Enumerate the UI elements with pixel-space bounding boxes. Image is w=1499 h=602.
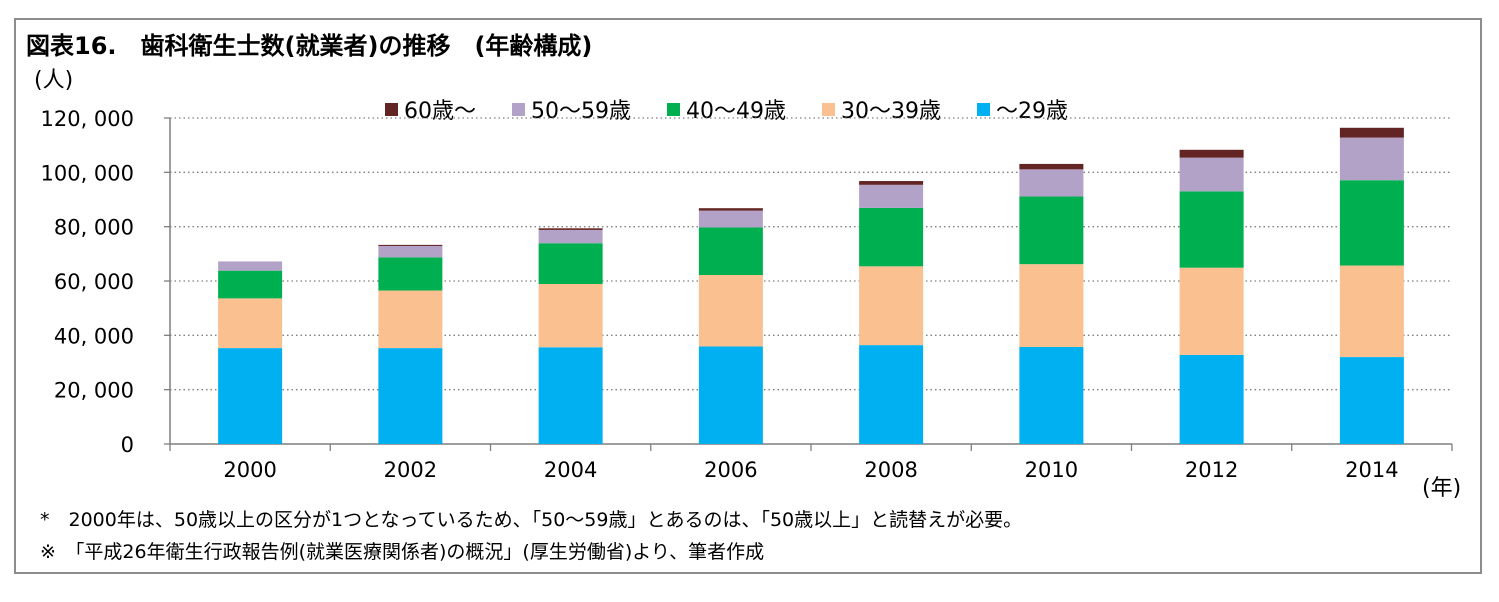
bar-segment <box>218 261 283 271</box>
bar-segment <box>859 207 924 267</box>
bar-segment <box>1019 347 1084 444</box>
bar-segment <box>378 290 443 349</box>
bar-segment <box>1179 354 1244 444</box>
legend-label: 40～49歳 <box>686 99 786 124</box>
footnote-asterisk: * 2000年は、50歳以上の区分が1つとなっているため、「50～59歳」とある… <box>40 509 1023 531</box>
legend-swatch <box>667 102 680 116</box>
bar-segment <box>859 181 924 185</box>
legend-swatch <box>385 102 398 116</box>
bar-segment <box>1019 264 1084 348</box>
y-tick-label: 80, 000 <box>54 216 134 240</box>
x-tick-label: 2000 <box>223 458 276 482</box>
y-tick-label: 100, 000 <box>40 161 134 185</box>
legend-label: ～29歳 <box>996 99 1068 124</box>
legend-label: 60歳～ <box>404 99 476 124</box>
bar-segment <box>1339 357 1404 444</box>
bar-segment <box>378 257 443 291</box>
x-tick-label: 2010 <box>1025 458 1078 482</box>
legend-item: 30～39歳 <box>822 93 941 125</box>
x-tick-label: 2002 <box>384 458 437 482</box>
bar-segment <box>1179 267 1244 355</box>
bar-segment <box>1179 157 1244 192</box>
bar-segment <box>538 229 603 244</box>
footnote-source: ※ 「平成26年衛生行政報告例(就業医療関係者)の概況」(厚生労働省)より、筆者… <box>40 541 765 563</box>
bar-segment <box>378 244 443 246</box>
y-tick-label: 0 <box>121 433 134 457</box>
legend-item: 50～59歳 <box>512 93 631 125</box>
bar-segment <box>1019 169 1084 197</box>
legend-swatch <box>822 102 835 116</box>
x-tick-label: 2008 <box>864 458 917 482</box>
bar-segment <box>698 227 763 276</box>
bar-segment <box>698 208 763 211</box>
y-tick-label: 60, 000 <box>54 270 134 294</box>
bar-segment <box>698 210 763 228</box>
bar-segment <box>859 345 924 444</box>
bar-segment <box>538 283 603 348</box>
bar-segment <box>1339 127 1404 138</box>
bar-segment <box>538 243 603 284</box>
x-axis-unit: (年) <box>1422 476 1462 501</box>
bar-segment <box>218 298 283 349</box>
chart-legend: 60歳～ 50～59歳 40～49歳 30～39歳 ～29歳 <box>385 94 1104 124</box>
bar-segment <box>1179 149 1244 158</box>
legend-item: ～29歳 <box>977 93 1068 125</box>
bar-segment <box>1339 265 1404 358</box>
legend-label: 30～39歳 <box>841 99 941 124</box>
bar-segment <box>538 347 603 444</box>
x-tick-label: 2014 <box>1345 458 1398 482</box>
y-tick-label: 40, 000 <box>54 324 134 348</box>
bar-segment <box>1019 196 1084 265</box>
y-axis-unit: (人) <box>34 68 74 93</box>
y-tick-label: 20, 000 <box>54 379 134 403</box>
x-tick-label: 2012 <box>1185 458 1238 482</box>
legend-swatch <box>512 102 525 116</box>
legend-item: 60歳～ <box>385 93 476 125</box>
x-tick-label: 2004 <box>544 458 597 482</box>
bar-segment <box>859 266 924 346</box>
bar-segment <box>218 348 283 444</box>
figure-title: 図表16. 歯科衛生士数(就業者)の推移 (年齢構成) <box>26 32 593 60</box>
bar-segment <box>538 228 603 230</box>
bar-segment <box>218 270 283 299</box>
y-tick-label: 120, 000 <box>40 107 134 131</box>
bar-segment <box>1339 180 1404 266</box>
bar-segment <box>1339 137 1404 181</box>
bar-segment <box>1179 191 1244 268</box>
bar-segment <box>378 245 443 258</box>
bar-segment <box>698 346 763 444</box>
bar-segment <box>1019 163 1084 170</box>
legend-label: 50～59歳 <box>531 99 631 124</box>
bar-segment <box>698 275 763 347</box>
x-tick-label: 2006 <box>704 458 757 482</box>
bar-segment <box>859 184 924 208</box>
legend-swatch <box>977 102 990 116</box>
legend-item: 40～49歳 <box>667 93 786 125</box>
bar-segment <box>378 348 443 444</box>
